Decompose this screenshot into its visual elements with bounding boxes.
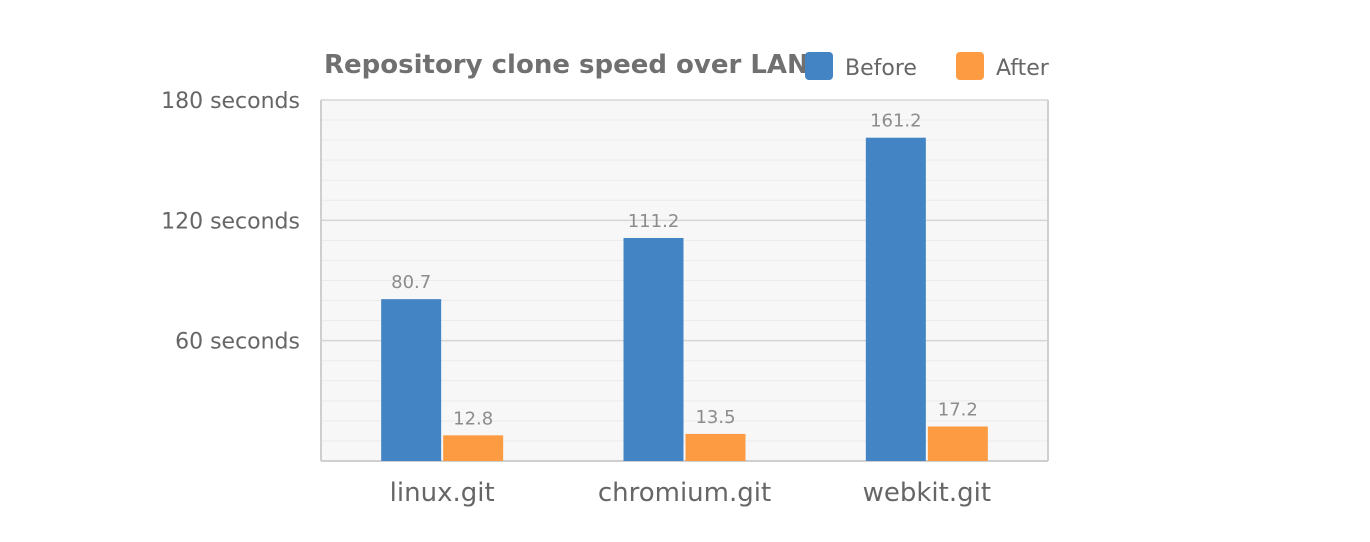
legend-label-before: Before [845, 56, 917, 81]
legend-swatch-after [956, 52, 984, 80]
x-tick-labels: linux.git chromium.git webkit.git [390, 478, 991, 508]
minor-gridlines [321, 119, 1048, 442]
bar-before-chromium-git [623, 237, 684, 461]
y-tick-label: 120 seconds [161, 209, 300, 234]
x-tick-label: chromium.git [598, 478, 771, 508]
value-labels: 80.7 12.8 111.2 13.5 161.2 17.2 [391, 111, 978, 430]
bar-after-linux-git [443, 435, 504, 461]
major-gridlines [320, 99, 1049, 462]
bar-after-chromium-git [685, 433, 746, 461]
x-tick-label: linux.git [390, 478, 495, 508]
value-label: 12.8 [453, 408, 493, 429]
value-label: 80.7 [391, 272, 431, 293]
bar-after-webkit-git [927, 426, 988, 461]
chart-title: Repository clone speed over LAN [324, 50, 809, 80]
y-tick-label: 60 seconds [175, 330, 300, 355]
legend-swatch-before [805, 52, 833, 80]
y-tick-labels: 60 seconds 120 seconds 180 seconds [161, 89, 300, 355]
value-label: 161.2 [870, 111, 922, 132]
legend-label-after: After [996, 56, 1050, 81]
value-label: 13.5 [695, 407, 735, 428]
value-label: 17.2 [938, 400, 978, 421]
bars [381, 137, 988, 461]
x-tick-label: webkit.git [863, 478, 991, 508]
bar-before-linux-git [381, 299, 442, 461]
y-tick-label: 180 seconds [161, 89, 300, 114]
bar-before-webkit-git [865, 137, 926, 461]
value-label: 111.2 [628, 211, 680, 232]
legend: Before After [805, 52, 1050, 81]
